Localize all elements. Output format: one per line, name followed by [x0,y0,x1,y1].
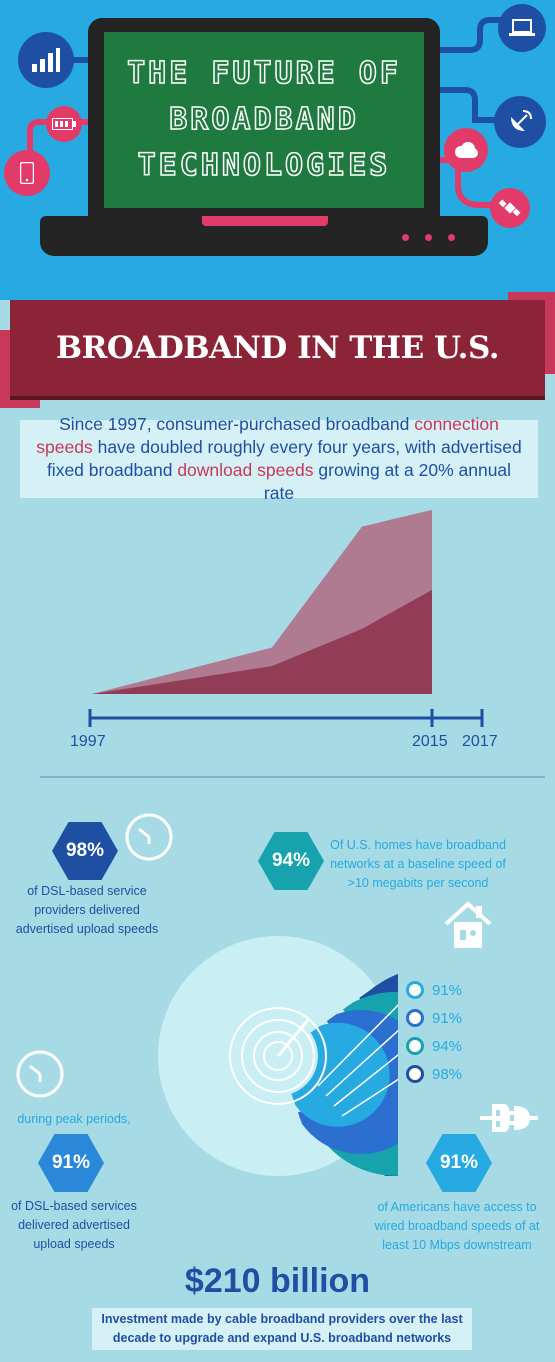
title-line-2: BROADBAND [168,101,359,138]
intro-text: Since 1997, consumer-purchased broadband… [20,413,538,505]
area-series-2 [92,589,432,694]
x-label-2017: 2017 [462,733,498,750]
legend-value: 91% [432,1009,463,1027]
radial-inner-ring [263,1041,293,1071]
radial-inner-ring [229,1007,327,1105]
legend-value: 94% [432,1037,463,1055]
stat-text-homes: Of U.S. homes have broadband networks at… [330,838,506,890]
phone-icon [4,150,50,196]
plug-icon [474,1094,540,1142]
intro-highlight-2: download speeds [177,460,314,480]
legend-row: 94% [406,1034,462,1058]
clock-icon [124,812,174,862]
title-line-1: THE FUTURE OF [126,55,401,92]
radial-inner-ring [253,1031,303,1081]
legend-row: 98% [406,1062,462,1086]
stat-value: 91% [51,1152,91,1173]
intro-highlight-1: connection speeds [36,414,499,457]
stat-badge-98: 98% [52,822,118,880]
laptop-screen: THE FUTURE OF BROADBAND TECHNOLOGIES [104,32,424,208]
indicator-dot [402,234,409,241]
laptop-base [40,216,488,256]
house-icon [440,900,496,952]
stat-text-americans: of Americans have access to wired broadb… [374,1200,540,1252]
investment-text: Investment made by cable broadband provi… [101,1312,463,1345]
intro-part3: growing at a 20% annual rate [263,460,512,503]
section-title: BROADBAND IN THE U.S. [55,330,500,366]
legend-value: 98% [432,1065,463,1083]
cloud-icon [444,128,488,172]
section-divider [40,776,545,778]
intro-part2: have doubled roughly every four years, w… [46,437,522,480]
x-label-1997: 1997 [70,733,106,750]
satellite-icon [490,188,530,228]
header: THE FUTURE OF BROADBAND TECHNOLOGIES [0,0,555,300]
legend-row: 91% [406,1006,462,1030]
radial-bar-chart [158,936,398,1176]
stat-badge-91-peak: 91% [38,1134,104,1192]
radial-needle [276,1019,310,1057]
indicator-dot [425,234,432,241]
bar-chart-icon [18,32,74,88]
stat-value: 91% [439,1152,479,1173]
legend-dot [406,981,424,999]
indicator-dot [448,234,455,241]
growth-area-chart [88,509,484,727]
stat-value: 94% [271,850,311,871]
legend-connector [341,1078,398,1117]
legend-value: 91% [432,981,463,999]
legend-dot [406,1009,424,1027]
legend-dot [406,1065,424,1083]
stat-badge-91-americans: 91% [426,1134,492,1192]
laptop-icon [498,4,546,52]
legend-connector [325,1029,398,1097]
x-label-2015: 2015 [412,733,448,750]
radial-inner-ring [241,1019,315,1093]
legend-row: 91% [406,978,462,1002]
stat-text-dsl-upload: of DSL-based service providers delivered… [15,884,159,936]
intro-part1: Since 1997, consumer-purchased broadband [59,414,415,434]
laptop-illustration: THE FUTURE OF BROADBAND TECHNOLOGIES [88,18,440,220]
stat-text-peak: of DSL-based services delivered advertis… [11,1199,137,1251]
investment-box: Investment made by cable broadband provi… [92,1308,472,1350]
title-line-3: TECHNOLOGIES [137,147,391,184]
stat-text-peak-prefix: during peak periods, [17,1112,131,1126]
legend-connector [333,1054,398,1107]
intro-box: Since 1997, consumer-purchased broadband… [20,414,538,503]
laptop-slot [202,216,328,226]
investment-amount: $210 billion [184,1262,371,1300]
legend-connector [317,1004,398,1087]
clock-icon [14,1048,66,1100]
stat-value: 98% [65,840,105,861]
battery-icon [46,106,82,142]
stat-badge-94: 94% [258,832,324,890]
legend-dot [406,1037,424,1055]
section-banner: BROADBAND IN THE U.S. [10,300,545,396]
satellite-dish-icon [494,96,546,148]
